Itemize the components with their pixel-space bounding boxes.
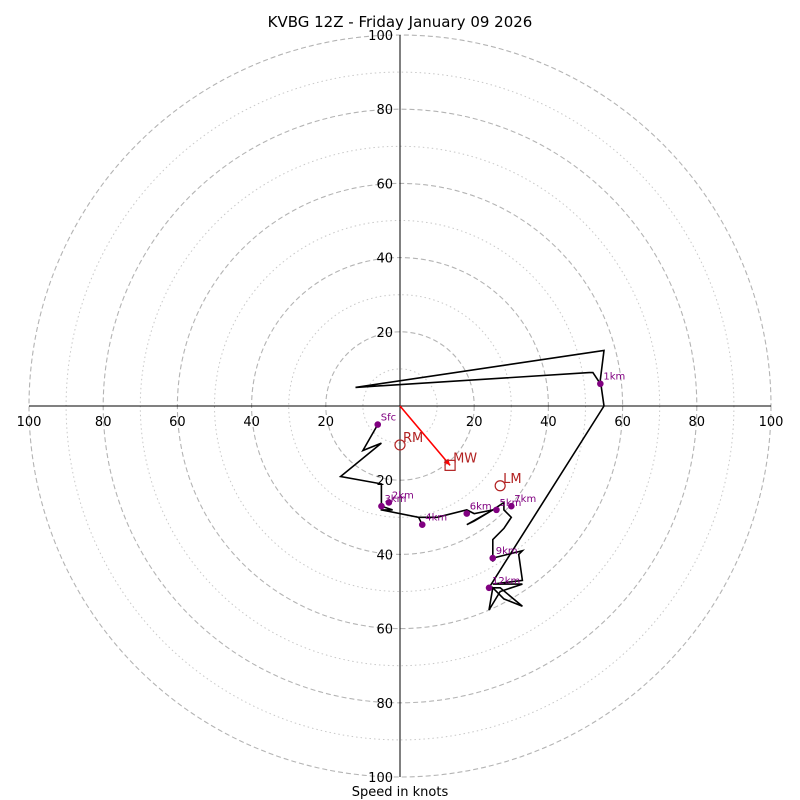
height-marker-2km [385,499,393,506]
tick-label-top: 80 [376,103,393,118]
height-marker-6km-label: 6km [470,502,492,513]
tick-label-right: 100 [759,415,784,430]
chart-title: KVBG 12Z - Friday January 09 2026 [268,13,533,31]
tick-label-right: 20 [466,415,483,430]
tick-label-bottom: 20 [376,474,393,489]
tick-label-right: 60 [614,415,631,430]
tick-label-top: 40 [376,252,393,267]
tick-label-top: 60 [376,177,393,192]
tick-label-left: 40 [243,415,260,430]
height-marker-9km-label: 9km [496,546,518,557]
tick-label-right: 80 [689,415,706,430]
mean-wind-arrow [399,405,451,466]
vector-group: RM LM MW [394,405,522,492]
height-marker-4km-label: 4km [425,513,447,524]
mw-label: MW [453,451,477,466]
tick-label-bottom: 80 [376,697,393,712]
lm-label: LM [503,472,521,487]
rm-label: RM [403,431,423,446]
height-marker-1km [597,380,604,388]
tick-label-left: 60 [169,415,186,430]
height-marker-group: Sfc1km2km3km4km5km6km7km9km12km [374,372,625,592]
tick-label-bottom: 60 [376,623,393,638]
tick-label-left: 80 [95,415,112,430]
tick-label-left: 20 [318,415,335,430]
tick-label-bottom: 100 [368,771,393,786]
tick-label-top: 100 [368,29,393,44]
height-marker-9km [489,554,497,562]
x-axis-label: Speed in knots [352,785,449,800]
rm-marker [394,439,406,451]
height-marker-3km-label: 3km [384,494,406,505]
height-marker-12km-label: 12km [492,576,520,587]
height-marker-2km-label: 2km [392,490,414,501]
height-marker-1km-label: 1km [603,372,625,383]
height-marker-4km [418,521,426,529]
tick-label-bottom: 40 [376,548,393,563]
height-marker-sfc-label: Sfc [381,413,396,424]
height-marker-5km [493,506,500,514]
tick-label-top: 20 [376,326,393,341]
lm-marker [494,480,506,492]
height-marker-7km-label: 7km [514,494,536,505]
height-marker-sfc [374,421,382,428]
tick-label-left: 100 [17,415,42,430]
mw-marker [444,459,456,471]
height-marker-7km [508,502,515,510]
height-marker-6km [463,510,471,517]
height-marker-12km [485,584,493,592]
tick-label-group: 20 20 20 20 40 40 40 40 60 60 60 60 80 80 80 80 100 100 10… [17,29,784,786]
tick-label-right: 40 [540,415,557,430]
height-marker-3km [378,502,385,510]
